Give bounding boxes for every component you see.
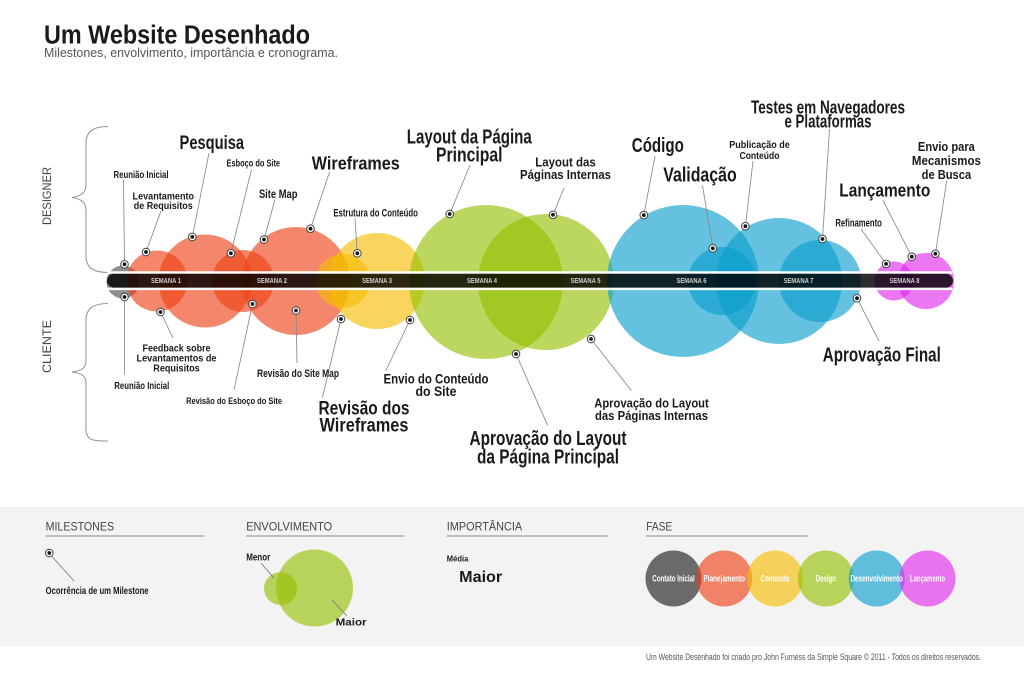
svg-text:Lançamento: Lançamento	[839, 180, 930, 200]
svg-text:SEMANA 4: SEMANA 4	[467, 278, 497, 285]
svg-text:Feedback sobre: Feedback sobre	[143, 342, 211, 354]
svg-text:SEMANA 1: SEMANA 1	[151, 278, 181, 285]
svg-text:das Páginas Internas: das Páginas Internas	[595, 408, 708, 423]
svg-text:Refinamento: Refinamento	[835, 217, 882, 229]
svg-text:ENVOLVIMENTO: ENVOLVIMENTO	[246, 520, 332, 534]
svg-text:Revisão dos: Revisão dos	[319, 398, 410, 420]
svg-text:Conteúdo: Conteúdo	[761, 574, 790, 584]
svg-text:Esboço do Site: Esboço do Site	[227, 158, 281, 170]
svg-text:Aprovação do Layout: Aprovação do Layout	[470, 427, 627, 450]
svg-text:Revisão do Site Map: Revisão do Site Map	[257, 368, 339, 380]
svg-text:Código: Código	[632, 134, 684, 157]
svg-text:Média: Média	[447, 554, 469, 564]
svg-text:Milestones, envolvimento, impo: Milestones, envolvimento, importância e …	[44, 46, 338, 60]
svg-text:Desenvolvimento: Desenvolvimento	[850, 574, 903, 584]
svg-text:Estrutura do Conteúdo: Estrutura do Conteúdo	[333, 208, 418, 220]
svg-text:de Busca: de Busca	[922, 168, 972, 182]
svg-text:Um Website Desenhado: Um Website Desenhado	[44, 22, 310, 50]
svg-text:SEMANA 7: SEMANA 7	[784, 278, 814, 285]
svg-text:Lançamento: Lançamento	[910, 574, 945, 584]
svg-text:Ocorrência de um Milestone: Ocorrência de um Milestone	[46, 586, 149, 597]
svg-text:Pesquisa: Pesquisa	[180, 133, 245, 154]
svg-text:SEMANA 2: SEMANA 2	[257, 278, 287, 285]
svg-text:Envio do Conteúdo: Envio do Conteúdo	[384, 371, 489, 387]
svg-text:Aprovação do Layout: Aprovação do Layout	[594, 396, 709, 411]
svg-text:Mecanismos: Mecanismos	[912, 154, 981, 168]
svg-text:SEMANA 3: SEMANA 3	[362, 278, 392, 285]
svg-text:Planejamento: Planejamento	[704, 574, 746, 584]
svg-text:SEMANA 6: SEMANA 6	[677, 278, 707, 285]
svg-text:Layout da Página: Layout da Página	[407, 126, 532, 149]
svg-text:Um Website Desenhado foi criad: Um Website Desenhado foi criado pro John…	[646, 652, 981, 662]
svg-text:Wireframes: Wireframes	[312, 153, 400, 174]
svg-text:e Plataformas: e Plataformas	[785, 111, 872, 132]
svg-text:Revisão do Esboço do Site: Revisão do Esboço do Site	[186, 396, 282, 407]
svg-text:Reunião Inicial: Reunião Inicial	[114, 381, 169, 392]
svg-text:do Site: do Site	[416, 383, 457, 399]
svg-text:SEMANA 5: SEMANA 5	[571, 278, 601, 285]
svg-text:IMPORTÂNCIA: IMPORTÂNCIA	[447, 519, 522, 534]
svg-text:FASE: FASE	[646, 520, 672, 534]
svg-text:DESIGNER: DESIGNER	[40, 167, 54, 225]
svg-text:Envio para: Envio para	[918, 140, 976, 154]
svg-text:Wireframes: Wireframes	[320, 415, 409, 437]
svg-text:Menor: Menor	[246, 553, 270, 564]
svg-text:Levantamentos de: Levantamentos de	[137, 352, 217, 364]
svg-text:Conteúdo: Conteúdo	[740, 150, 780, 162]
svg-text:Validação: Validação	[663, 165, 737, 187]
svg-text:Layout das: Layout das	[535, 154, 596, 169]
svg-text:Reunião Inicial: Reunião Inicial	[114, 169, 169, 181]
svg-text:Testes em Navegadores: Testes em Navegadores	[751, 97, 905, 118]
svg-text:MILESTONES: MILESTONES	[46, 520, 115, 534]
svg-text:Principal: Principal	[436, 144, 503, 167]
svg-text:Levantamento: Levantamento	[133, 190, 195, 202]
svg-text:Design: Design	[816, 574, 836, 584]
svg-text:da Página Principal: da Página Principal	[477, 445, 619, 468]
svg-text:de Requisitos: de Requisitos	[134, 200, 193, 212]
svg-text:Maior: Maior	[336, 616, 367, 628]
svg-text:CLIENTE: CLIENTE	[40, 320, 54, 373]
svg-text:Contato Inicial: Contato Inicial	[652, 574, 695, 584]
svg-text:Site Map: Site Map	[259, 189, 298, 201]
svg-text:Maior: Maior	[459, 569, 502, 586]
svg-text:SEMANA 8: SEMANA 8	[890, 278, 920, 285]
svg-text:Aprovação Final: Aprovação Final	[823, 345, 941, 367]
svg-text:Páginas Internas: Páginas Internas	[520, 167, 611, 182]
svg-text:Publicação de: Publicação de	[729, 139, 790, 151]
svg-text:Requisitos: Requisitos	[153, 362, 200, 374]
